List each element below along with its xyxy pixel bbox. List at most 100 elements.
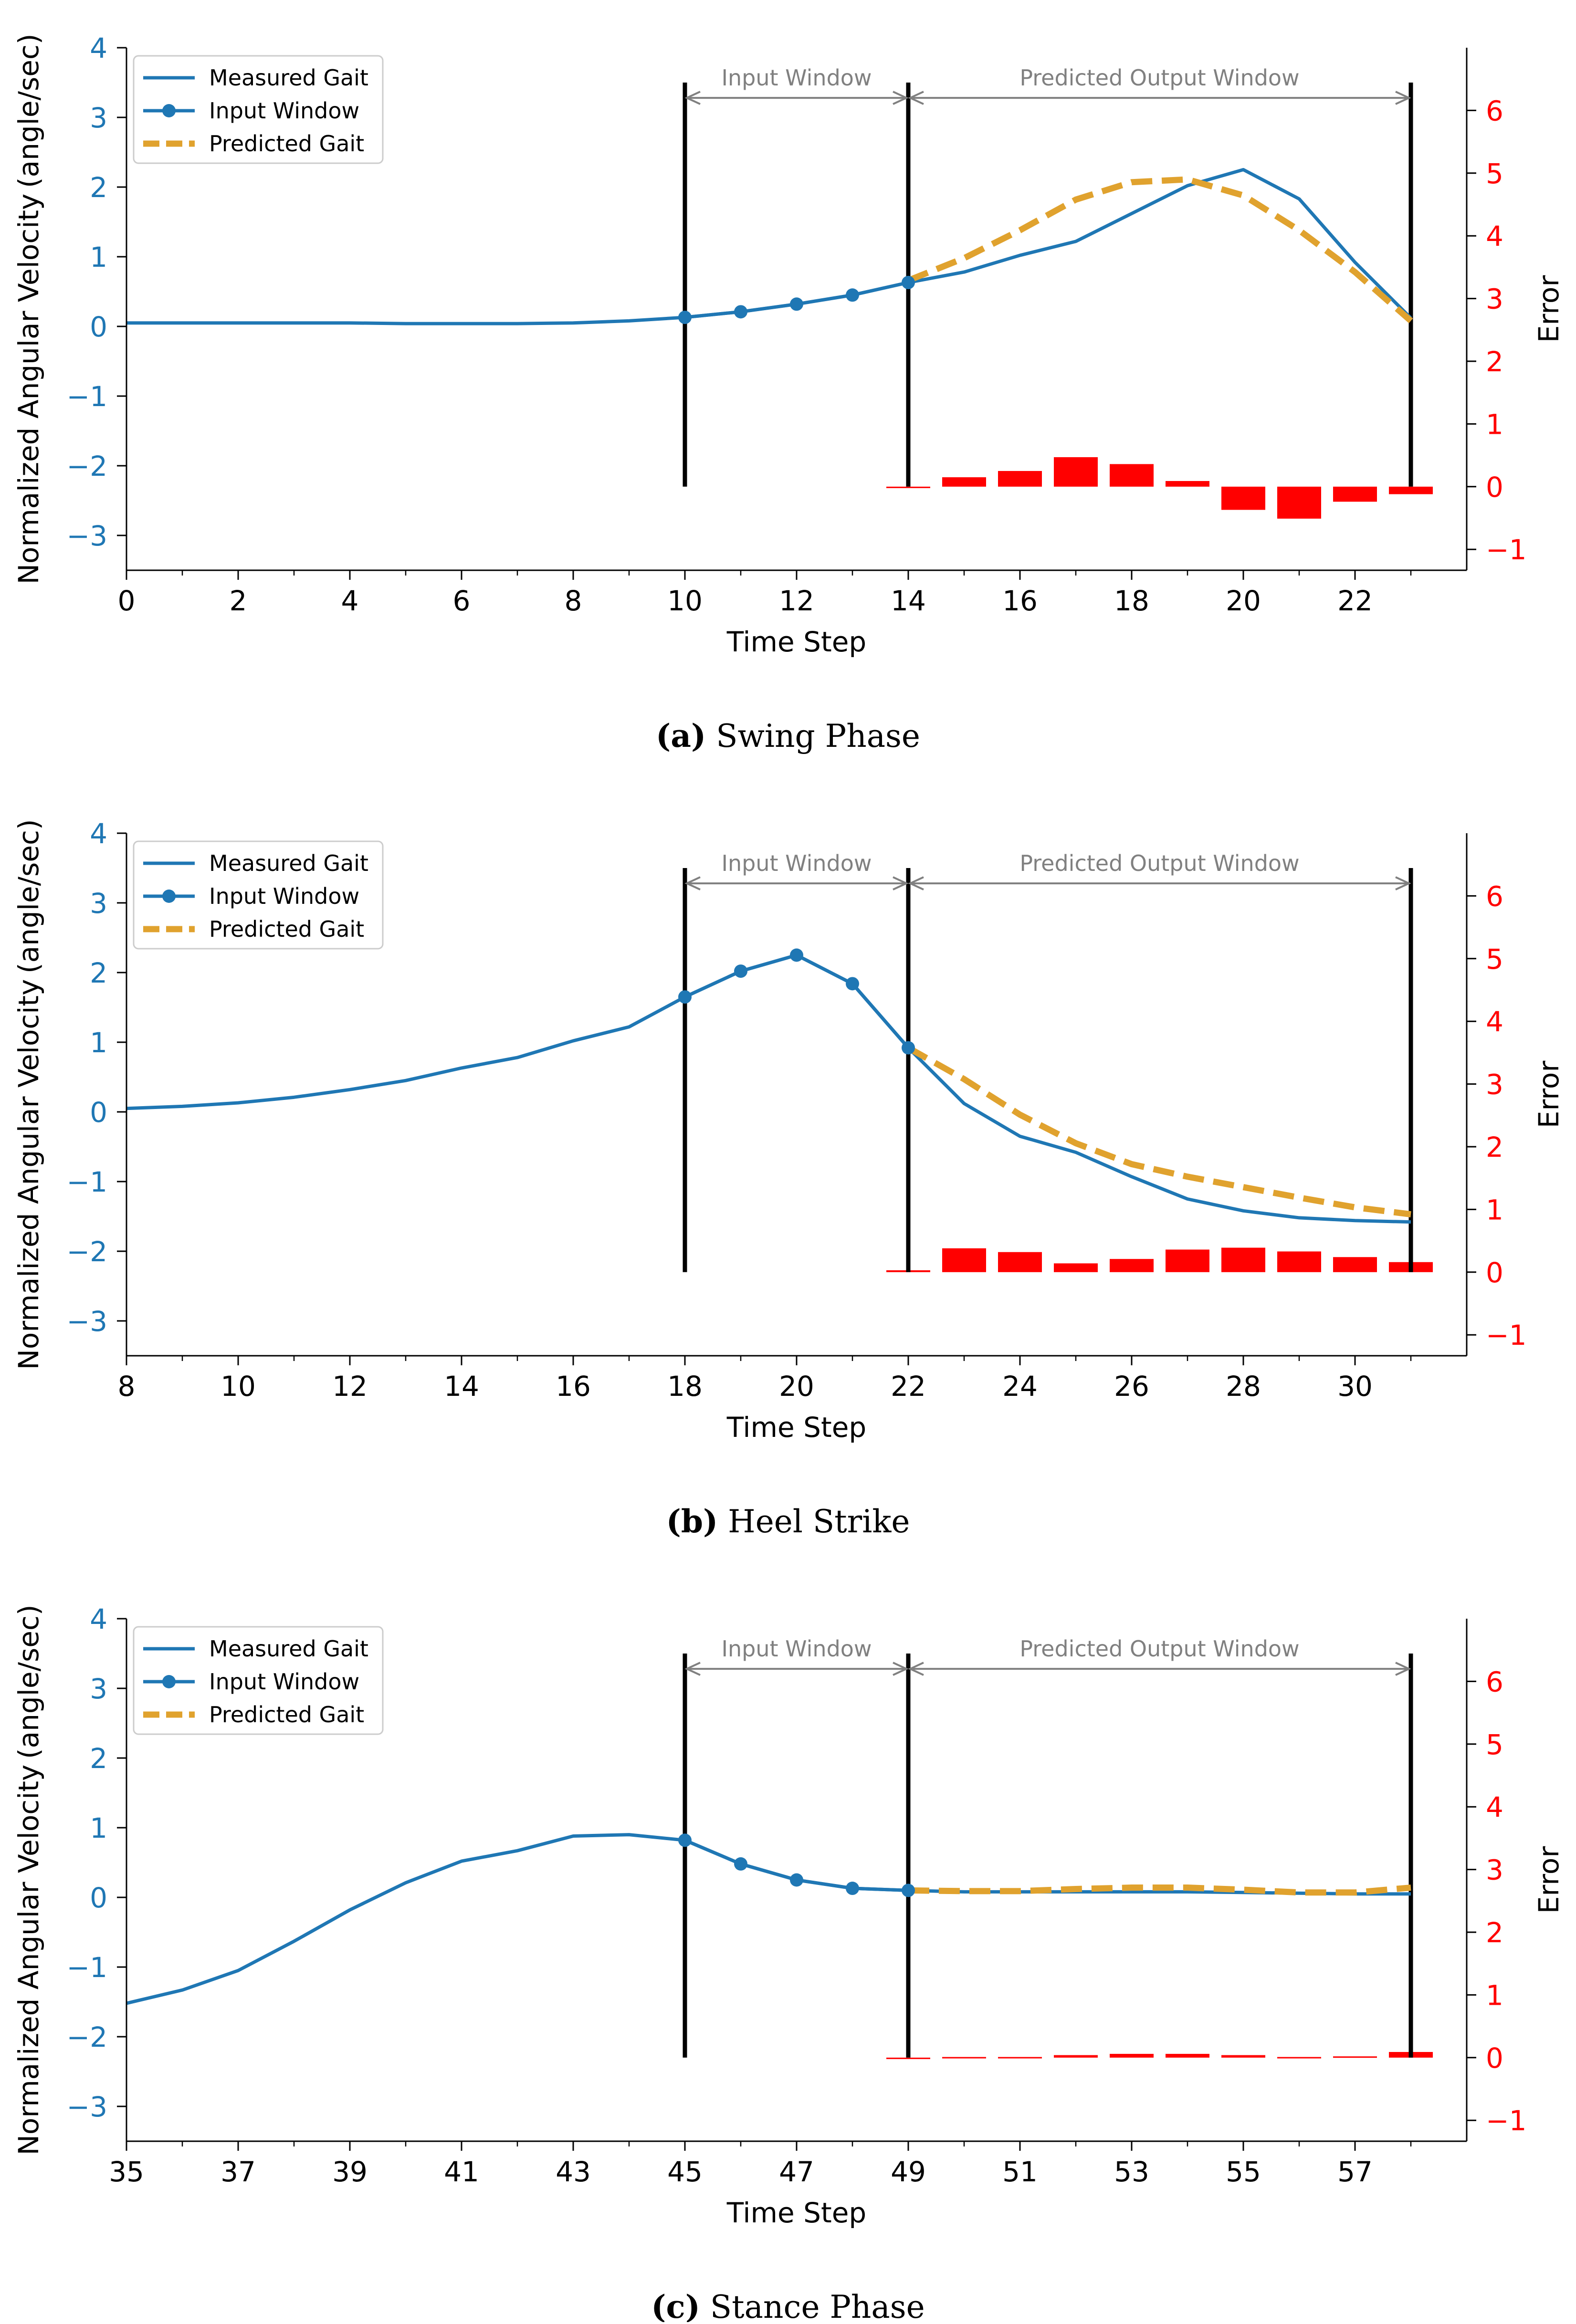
arrow-head-left	[908, 876, 924, 890]
y2-tick-label: 4	[1486, 1005, 1503, 1038]
arrow-head-right	[1395, 876, 1411, 890]
x-tick-label: 51	[1002, 2156, 1038, 2188]
y-tick-label: 4	[90, 32, 107, 64]
y-tick-label: 2	[90, 957, 107, 989]
x-tick-label: 12	[332, 1370, 368, 1403]
error-bar	[1221, 1247, 1265, 1272]
y-tick-label: −3	[67, 520, 108, 552]
x-tick-label: 22	[1337, 585, 1373, 617]
x-tick-label: 20	[779, 1370, 814, 1403]
x-tick-label: 10	[221, 1370, 256, 1403]
y-tick-label: −3	[67, 1305, 108, 1338]
input-window-point	[734, 964, 747, 978]
error-bar	[1333, 2056, 1377, 2058]
y2-tick-label: 6	[1486, 1665, 1503, 1698]
error-bar	[1333, 1257, 1377, 1272]
input-window-point	[846, 1882, 859, 1895]
x-tick-label: 37	[221, 2156, 256, 2188]
x-tick-label: 30	[1337, 1370, 1373, 1403]
y-tick-label: 2	[90, 171, 107, 204]
y2-tick-label: 0	[1486, 1256, 1503, 1289]
input-window-point	[902, 1884, 915, 1897]
y2-tick-label: 2	[1486, 345, 1503, 378]
series-predicted-gait	[907, 176, 1413, 324]
error-bar	[1054, 1263, 1098, 1272]
error-bar	[942, 477, 986, 487]
arrow-head-left	[684, 91, 701, 105]
y2-tick-label: 4	[1486, 1791, 1503, 1823]
legend-swatch-input-marker	[162, 1675, 176, 1688]
y-tick-label: 1	[90, 1026, 107, 1059]
x-tick-label: 22	[891, 1370, 926, 1403]
caption-text: Heel Strike	[718, 1503, 910, 1540]
y-tick-label: 3	[90, 887, 107, 920]
error-bar	[1166, 2053, 1209, 2058]
y2-tick-label: 6	[1486, 94, 1503, 127]
y2-tick-label: 1	[1486, 1193, 1503, 1226]
y2-tick-label: 0	[1486, 2042, 1503, 2074]
y-axis-label: Normalized Angular Velocity (angle/sec)	[12, 1605, 45, 2156]
x-tick-label: 47	[779, 2156, 814, 2188]
caption-label: (b)	[666, 1503, 718, 1540]
x-tick-label: 18	[1114, 585, 1149, 617]
y-tick-label: 3	[90, 1673, 107, 1705]
y-tick-label: −2	[67, 2021, 108, 2053]
y2-axis-label: Error	[1533, 1846, 1565, 1914]
window-label: Predicted Output Window	[1019, 850, 1299, 876]
series-predicted-gait	[906, 1045, 1411, 1218]
chart-panel-0: Input Window Predicted Output Window 0 2 4 6 8…	[12, 32, 1565, 754]
error-bar	[998, 471, 1042, 487]
x-tick-label: 8	[565, 585, 582, 617]
input-window-point	[678, 1833, 692, 1847]
window-label: Input Window	[721, 1636, 872, 1662]
x-axis-label: Time Step	[726, 2197, 866, 2229]
legend-label: Measured Gait	[209, 65, 368, 91]
legend-label: Measured Gait	[209, 850, 368, 876]
y2-axis-label: Error	[1533, 275, 1565, 343]
y2-tick-label: 4	[1486, 220, 1503, 252]
legend-box	[133, 1626, 384, 1735]
input-window-point	[678, 311, 692, 325]
y2-tick-label: 1	[1486, 1979, 1503, 2011]
input-window-point	[678, 990, 692, 1004]
error-bar	[1166, 481, 1209, 487]
y-tick-label: 1	[90, 1812, 107, 1844]
x-tick-label: 26	[1114, 1370, 1149, 1403]
legend-label: Input Window	[209, 1669, 359, 1695]
y2-tick-label: 0	[1486, 471, 1503, 503]
arrow-head-right	[893, 91, 909, 105]
x-tick-label: 18	[667, 1370, 703, 1403]
series-measured-gait	[126, 1833, 1411, 2005]
x-tick-label: 0	[118, 585, 136, 617]
y-tick-label: 4	[90, 817, 107, 850]
error-bar	[1277, 2057, 1321, 2059]
x-tick-label: 20	[1226, 585, 1261, 617]
caption-text: Swing Phase	[706, 718, 920, 754]
arrow-head-left	[908, 1662, 924, 1676]
y2-tick-label: −1	[1486, 2104, 1527, 2137]
series-predicted-gait	[908, 1884, 1411, 1896]
x-tick-label: 10	[667, 585, 703, 617]
error-bar	[1389, 486, 1433, 494]
y-tick-label: 2	[90, 1742, 107, 1775]
arrow-head-left	[684, 1662, 701, 1676]
x-tick-label: 2	[230, 585, 247, 617]
input-window-point	[902, 276, 915, 290]
input-window-point	[790, 948, 803, 962]
legend-swatch-input-marker	[162, 104, 176, 117]
error-bar	[886, 486, 930, 488]
figure-caption: (c) Stance Phase	[651, 2288, 925, 2322]
y2-tick-label: 2	[1486, 1131, 1503, 1163]
error-bar	[1110, 464, 1154, 487]
y-tick-label: 0	[90, 311, 107, 343]
x-tick-label: 12	[779, 585, 814, 617]
error-bar	[1221, 2055, 1265, 2058]
caption-label: (a)	[656, 717, 706, 754]
y2-tick-label: −1	[1486, 534, 1527, 566]
legend-label: Measured Gait	[209, 1636, 368, 1662]
y-tick-label: −1	[67, 1166, 108, 1198]
arrow-head-right	[893, 1662, 909, 1676]
x-tick-label: 14	[891, 585, 926, 617]
y2-tick-label: 5	[1486, 1728, 1503, 1761]
